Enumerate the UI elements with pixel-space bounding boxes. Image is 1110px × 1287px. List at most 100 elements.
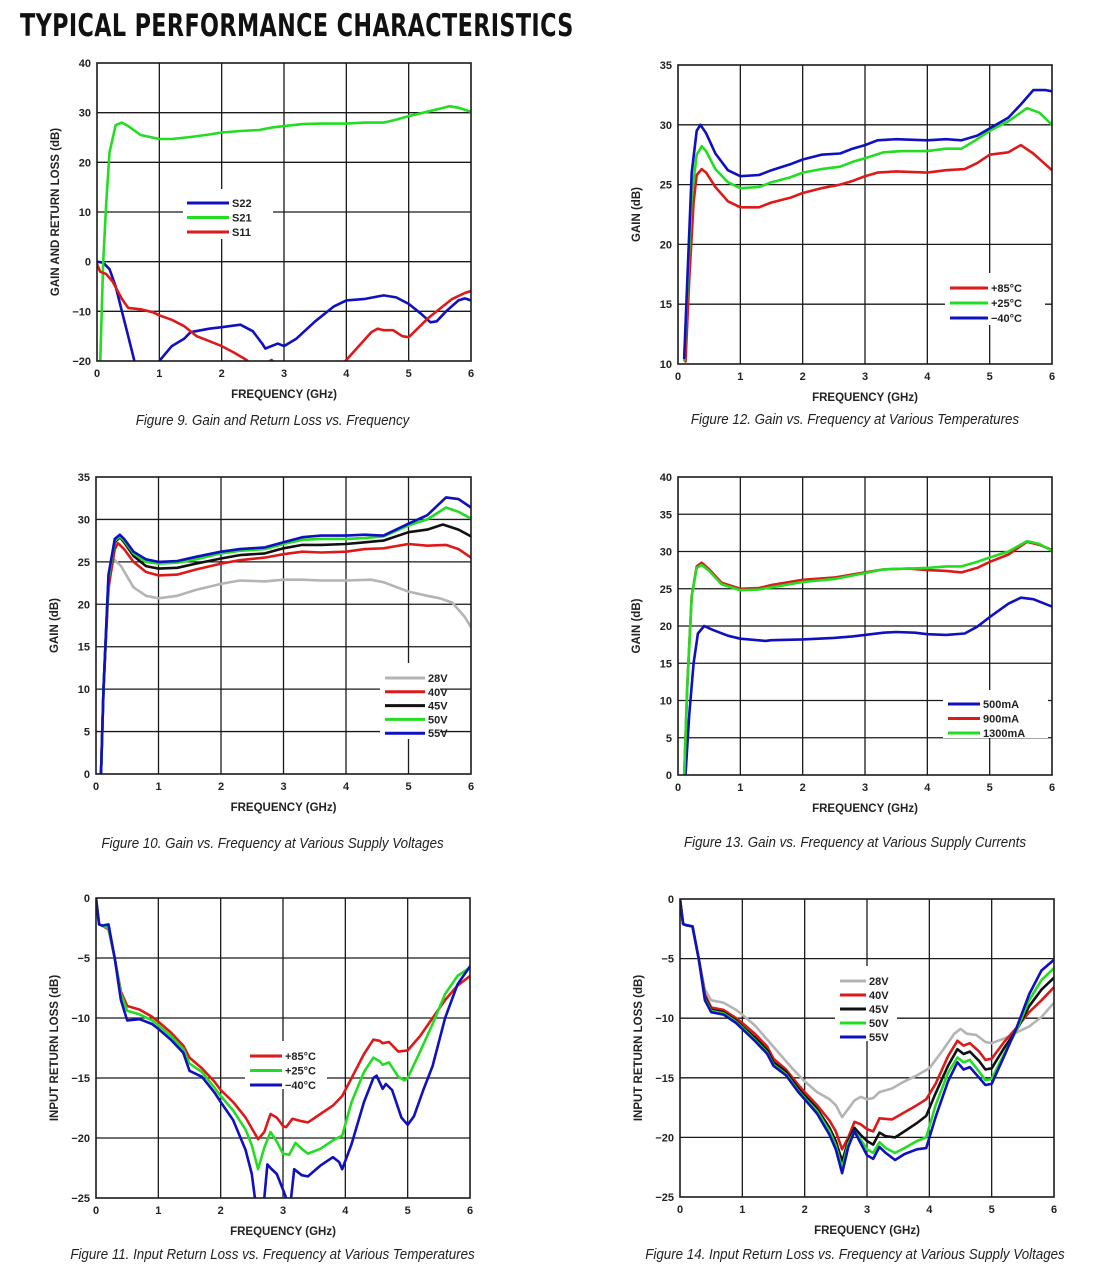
fig13-svg: 0 1 2 3 4 5 6 0 5 10 15 20 25 30 35 40 FREQUENCY (GHz) GA… — [631, 472, 1055, 815]
fig14-svg: 0 1 2 3 4 5 6 −25 −20 −15 −10 −5 0 FREQUENCY (GHz) INP… — [633, 894, 1057, 1237]
x-axis-label: FREQUENCY (GHz) — [812, 392, 918, 404]
x-axis-label: FREQUENCY (GHz) — [814, 1225, 920, 1237]
y-tick-label: 25 — [660, 180, 672, 192]
y-tick-label: −20 — [71, 1133, 90, 1145]
x-tick-label: 3 — [280, 1205, 286, 1217]
series-line-40v — [680, 899, 1054, 1151]
legend-label: −40°C — [285, 1080, 316, 1092]
y-tick-label: 30 — [660, 120, 672, 132]
y-tick-label: 25 — [78, 557, 90, 569]
y-tick-label: 15 — [660, 658, 672, 670]
y-tick-label: 0 — [85, 257, 91, 269]
y-tick-label: 0 — [668, 894, 674, 906]
y-tick-label: 25 — [660, 584, 672, 596]
series-line-55v — [680, 899, 1054, 1175]
legend-background — [835, 966, 897, 1041]
series-group — [99, 496, 471, 774]
y-tick-label: 20 — [78, 599, 90, 611]
legend-label: 28V — [428, 673, 448, 685]
legend: S22 S21 S11 — [183, 189, 273, 239]
legend-label: 28V — [869, 976, 889, 988]
legend-background — [945, 273, 1045, 325]
x-tick-label: 6 — [468, 781, 474, 793]
figure-11-caption: Figure 11. Input Return Loss vs. Frequen… — [70, 1247, 475, 1263]
series-line-900ma — [682, 540, 1052, 775]
series-line-s21 — [98, 104, 471, 361]
y-tick-label: 0 — [84, 769, 90, 781]
y-tick-label: −15 — [655, 1073, 674, 1085]
legend-label: 40V — [428, 687, 448, 699]
series-line-25c — [96, 898, 470, 1171]
fig12-svg: 0 1 2 3 4 5 6 10 15 20 25 30 35 FREQUENCY (GHz) GAIN (… — [631, 60, 1055, 404]
plot-frame — [95, 897, 471, 1199]
series-line-40v — [99, 541, 471, 774]
figure-9-caption: Figure 9. Gain and Return Loss vs. Frequ… — [135, 413, 410, 429]
legend-label: +85°C — [285, 1051, 316, 1063]
y-tick-label: 40 — [660, 472, 672, 484]
y-tick-label: 15 — [78, 642, 90, 654]
legend-label: 50V — [428, 714, 448, 726]
series-line-s11 — [97, 262, 471, 361]
y-axis-label: INPUT RETURN LOSS (dB) — [49, 975, 61, 1121]
figure-10-caption: Figure 10. Gain vs. Frequency at Various… — [101, 836, 444, 852]
series-line-1300ma — [682, 539, 1052, 775]
x-axis-label: FREQUENCY (GHz) — [812, 803, 918, 815]
legend-label: 900mA — [983, 714, 1019, 726]
figure-13-chart: 0 1 2 3 4 5 6 0 5 10 15 20 25 30 35 40 FREQUENCY (GHz) GA… — [560, 465, 1110, 860]
y-tick-label: 35 — [660, 509, 672, 521]
legend-label: +85°C — [991, 283, 1022, 295]
grid — [678, 65, 1052, 364]
y-tick-label: 30 — [660, 547, 672, 559]
x-tick-label: 5 — [987, 371, 993, 383]
figure-10-chart: 0 1 2 3 4 5 6 0 5 10 15 20 25 30 35 FREQUENCY (GHz) GAIN… — [0, 465, 560, 860]
x-tick-label: 4 — [343, 368, 350, 380]
x-tick-label: 0 — [93, 781, 99, 793]
legend-label: 45V — [869, 1004, 889, 1016]
y-tick-label: −20 — [655, 1132, 674, 1144]
y-tick-label: −25 — [71, 1193, 90, 1205]
y-tick-label: 30 — [79, 108, 91, 120]
fig11-svg: 0 1 2 3 4 5 6 −25 −20 −15 −10 −5 0 FREQUENCY (GHz) INP… — [49, 893, 473, 1238]
x-tick-label: 4 — [343, 781, 350, 793]
series-line-40c — [96, 898, 470, 1198]
series-group — [96, 898, 470, 1198]
figure-12-caption: Figure 12. Gain vs. Frequency at Various… — [690, 412, 1020, 428]
grid — [97, 63, 471, 361]
figure-14-caption: Figure 14. Input Return Loss vs. Frequen… — [645, 1247, 1065, 1263]
plot-frame — [677, 476, 1053, 776]
legend-background — [380, 663, 440, 739]
x-tick-label: 1 — [155, 1205, 161, 1217]
y-tick-label: −10 — [71, 1013, 90, 1025]
x-tick-label: 1 — [155, 781, 161, 793]
x-tick-label: 5 — [405, 781, 411, 793]
plot-frame — [96, 62, 472, 362]
series-group — [682, 539, 1052, 775]
x-tick-label: 0 — [675, 782, 681, 794]
fig9-svg: 0 1 2 3 4 5 6 −20 −10 0 10 20 30 40 FREQUENCY (GHz) GAI… — [50, 58, 474, 401]
legend-label: −40°C — [991, 313, 1022, 325]
x-tick-label: 2 — [800, 782, 806, 794]
plot-frame — [95, 476, 472, 775]
series-line-28v — [99, 558, 471, 774]
y-axis-label: GAIN AND RETURN LOSS (dB) — [50, 128, 62, 296]
x-tick-label: 4 — [342, 1205, 349, 1217]
x-tick-label: 3 — [280, 781, 286, 793]
x-tick-label: 4 — [926, 1204, 933, 1216]
grid — [680, 899, 1054, 1197]
legend: 500mA 900mA 1300mA — [943, 690, 1048, 740]
y-tick-label: −10 — [655, 1013, 674, 1025]
x-axis-label: FREQUENCY (GHz) — [231, 802, 337, 814]
legend-label: 50V — [869, 1018, 889, 1030]
figure-13-caption: Figure 13. Gain vs. Frequency at Various… — [683, 835, 1027, 851]
y-tick-label: 10 — [660, 696, 672, 708]
x-tick-label: 1 — [739, 1204, 745, 1216]
x-tick-label: 2 — [219, 368, 225, 380]
legend-label: S11 — [232, 227, 251, 239]
series-line-85c — [684, 143, 1052, 363]
legend-label: 1300mA — [983, 728, 1025, 740]
y-tick-label: −15 — [71, 1073, 90, 1085]
x-tick-label: 6 — [468, 368, 474, 380]
x-tick-label: 3 — [862, 782, 868, 794]
